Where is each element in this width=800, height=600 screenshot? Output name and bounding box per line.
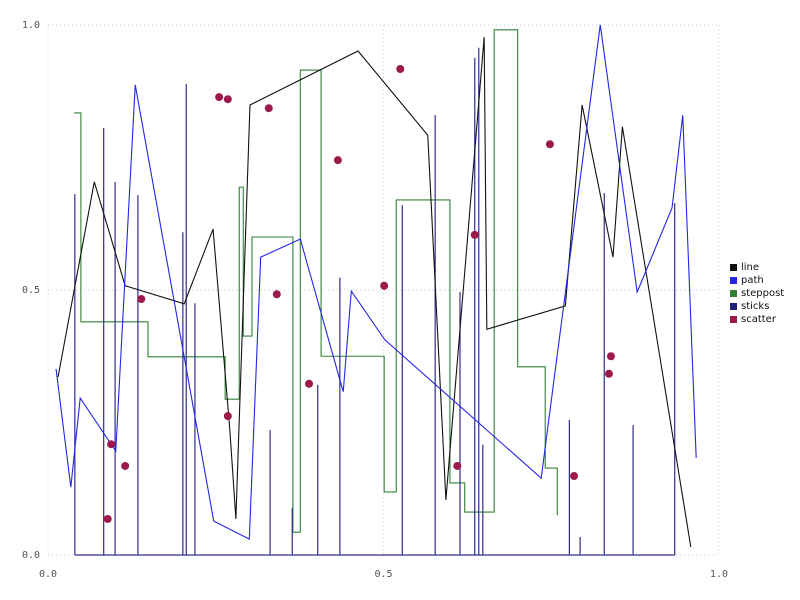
line-swatch-icon xyxy=(730,264,737,271)
steppost-swatch-icon xyxy=(730,290,737,297)
scatter-point xyxy=(107,440,116,449)
scatter-point xyxy=(545,140,554,149)
legend-label: line xyxy=(741,262,760,273)
scatter-point xyxy=(604,369,613,378)
scatter-point xyxy=(223,95,232,104)
scatter-point xyxy=(272,290,281,299)
legend-label: scatter xyxy=(741,314,776,325)
scatter-point xyxy=(223,412,232,421)
y-tick-label: 0.5 xyxy=(22,285,40,296)
y-tick-label: 0.0 xyxy=(22,550,40,561)
legend: line path steppost sticks scatter xyxy=(730,261,784,326)
line-series-path xyxy=(57,37,692,548)
scatter-point xyxy=(305,379,314,388)
scatter-point xyxy=(470,230,479,239)
scatter-point xyxy=(380,281,389,290)
legend-label: path xyxy=(741,275,764,286)
path-series-path xyxy=(55,24,697,540)
y-tick-label: 1.0 xyxy=(22,20,40,31)
legend-item-sticks: sticks xyxy=(730,300,784,313)
scatter-point xyxy=(570,472,579,481)
legend-item-steppost: steppost xyxy=(730,287,784,300)
scatter-point xyxy=(606,352,615,361)
sticks-swatch-icon xyxy=(730,303,737,310)
x-tick-label: 0.5 xyxy=(374,569,392,580)
scatter-point xyxy=(333,156,342,165)
scatter-point xyxy=(103,514,112,523)
scatter-point xyxy=(137,295,146,304)
scatter-point xyxy=(215,93,224,102)
scatter-point xyxy=(396,64,405,73)
legend-item-path: path xyxy=(730,274,784,287)
path-swatch-icon xyxy=(730,277,737,284)
legend-item-scatter: scatter xyxy=(730,313,784,326)
x-tick-label: 1.0 xyxy=(710,569,728,580)
scatter-point xyxy=(264,104,273,113)
x-tick-label: 0.0 xyxy=(39,569,57,580)
legend-label: steppost xyxy=(741,288,785,299)
legend-label: sticks xyxy=(741,301,770,312)
legend-item-line: line xyxy=(730,261,784,274)
scatter-point xyxy=(121,461,130,470)
scatter-point xyxy=(453,461,462,470)
scatter-swatch-icon xyxy=(730,316,737,323)
